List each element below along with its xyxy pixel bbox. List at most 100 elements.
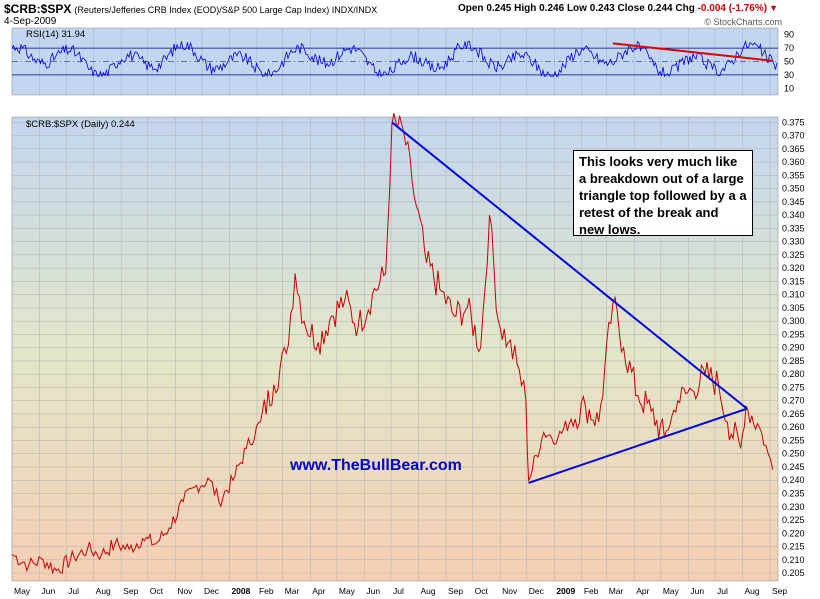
rsi-tick-label: 50 [784, 57, 794, 67]
x-tick-label: Dec [204, 586, 220, 596]
down-arrow-icon: ▼ [769, 3, 778, 13]
ohlc-readout: Open 0.245 High 0.246 Low 0.243 Close 0.… [458, 3, 778, 14]
rsi-line [11, 39, 778, 78]
y-tick-label: 0.310 [782, 290, 805, 300]
y-tick-label: 0.345 [782, 197, 805, 207]
annotation-box: This looks very much like a breakdown ou… [573, 150, 753, 237]
date-label: 4-Sep-2009 [4, 16, 57, 27]
price-legend: $CRB:$SPX (Daily) 0.244 [26, 119, 135, 130]
x-tick-label: Sep [123, 586, 138, 596]
y-tick-label: 0.250 [782, 449, 805, 459]
low-label: Low [566, 3, 587, 14]
x-tick-label: Sep [448, 586, 463, 596]
y-tick-label: 0.265 [782, 409, 805, 419]
y-tick-label: 0.290 [782, 343, 805, 353]
x-tick-label: Oct [475, 586, 489, 596]
y-tick-label: 0.305 [782, 303, 805, 313]
y-axis-labels: 0.375 0.370 0.365 0.360 0.355 0.350 0.345 0.340… [782, 30, 805, 578]
x-tick-label: Aug [744, 586, 759, 596]
rsi-tick-label: 10 [784, 83, 794, 93]
y-tick-label: 0.285 [782, 356, 805, 366]
y-tick-label: 0.230 [782, 502, 805, 512]
y-tick-label: 0.260 [782, 422, 805, 432]
symbol-description: (Reuters/Jefferies CRB Index (EOD)/S&P 5… [74, 5, 378, 15]
y-tick-label: 0.355 [782, 170, 805, 180]
x-axis-labels: May Jun Jul Aug Sep Oct Nov Dec 2008 Feb Mar Apr May… [14, 586, 787, 596]
x-tick-label: Mar [609, 586, 624, 596]
x-tick-label: Sep [772, 586, 787, 596]
y-tick-label: 0.360 [782, 157, 805, 167]
y-tick-label: 0.330 [782, 237, 805, 247]
rsi-trendline [612, 42, 773, 62]
rsi-tick-label: 70 [784, 43, 794, 53]
x-tick-label: Apr [636, 586, 649, 596]
open-value: 0.245 [486, 3, 512, 14]
y-tick-label: 0.340 [782, 210, 805, 220]
y-tick-label: 0.375 [782, 117, 805, 127]
y-tick-label: 0.295 [782, 329, 805, 339]
y-tick-label: 0.315 [782, 276, 805, 286]
y-tick-label: 0.245 [782, 462, 805, 472]
website-label: www.TheBullBear.com [290, 457, 462, 474]
y-tick-label: 0.270 [782, 396, 805, 406]
x-tick-label: Nov [177, 586, 193, 596]
x-tick-label: Mar [285, 586, 300, 596]
y-tick-label: 0.275 [782, 382, 805, 392]
rsi-tick-label: 30 [784, 70, 794, 80]
x-tick-label: Jul [393, 586, 404, 596]
x-tick-label: Jul [68, 586, 79, 596]
x-tick-label: Apr [312, 586, 325, 596]
y-tick-label: 0.220 [782, 528, 805, 538]
y-tick-label: 0.370 [782, 131, 805, 141]
triangle-trendline [528, 407, 748, 484]
x-tick-label: Aug [96, 586, 111, 596]
y-tick-label: 0.215 [782, 542, 805, 552]
y-tick-label: 0.210 [782, 555, 805, 565]
open-label: Open [457, 3, 484, 14]
x-tick-label: Aug [421, 586, 436, 596]
x-tick-label: Jun [42, 586, 56, 596]
x-tick-label: Dec [529, 586, 545, 596]
x-tick-label: May [14, 586, 31, 596]
price-line-group [11, 112, 774, 575]
x-tick-label: Nov [502, 586, 518, 596]
triangle-trendline [391, 121, 748, 410]
y-tick-label: 0.255 [782, 435, 805, 445]
y-tick-label: 0.235 [782, 489, 805, 499]
y-tick-label: 0.320 [782, 263, 805, 273]
y-tick-label: 0.240 [782, 475, 805, 485]
chart-title: $CRB:$SPX (Reuters/Jefferies CRB Index (… [4, 2, 377, 16]
brand-label: © StockCharts.com [704, 17, 782, 27]
low-value: 0.243 [589, 3, 615, 14]
x-tick-label: Feb [259, 586, 274, 596]
x-tick-label: May [339, 586, 356, 596]
y-tick-label: 0.205 [782, 568, 805, 578]
high-label: High [514, 3, 537, 14]
chg-label: Chg [675, 3, 695, 14]
y-tick-label: 0.325 [782, 250, 805, 260]
x-tick-label: Jul [717, 586, 728, 596]
chg-value: -0.004 (-1.76%) [697, 3, 768, 14]
high-value: 0.246 [539, 3, 565, 14]
symbol-label: $CRB:$SPX [4, 2, 72, 16]
y-tick-label: 0.280 [782, 369, 805, 379]
y-tick-label: 0.365 [782, 144, 805, 154]
rsi-tick-label: 90 [784, 30, 794, 40]
close-label: Close [617, 3, 645, 14]
price-line [11, 112, 774, 575]
x-tick-label: 2008 [231, 586, 250, 596]
x-tick-label: May [663, 586, 680, 596]
y-tick-label: 0.350 [782, 184, 805, 194]
x-tick-label: Jun [690, 586, 704, 596]
x-tick-label: 2009 [556, 586, 575, 596]
y-tick-label: 0.225 [782, 515, 805, 525]
x-tick-label: Oct [150, 586, 164, 596]
x-tick-label: Jun [366, 586, 380, 596]
x-tick-label: Feb [584, 586, 599, 596]
y-tick-label: 0.335 [782, 223, 805, 233]
y-tick-label: 0.300 [782, 316, 805, 326]
close-value: 0.244 [647, 3, 673, 14]
rsi-legend: RSI(14) 31.94 [26, 29, 85, 40]
trendline-group [391, 42, 773, 484]
